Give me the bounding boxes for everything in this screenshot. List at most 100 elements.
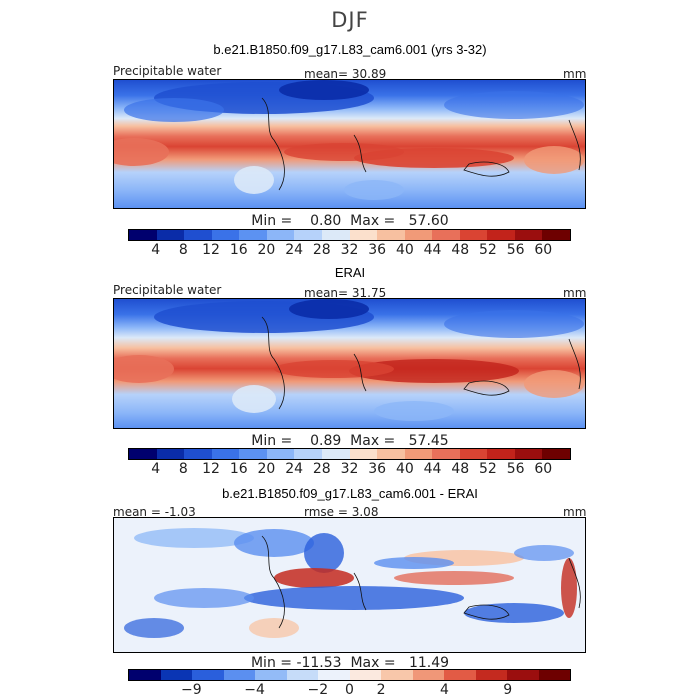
panel2-map-plot <box>114 299 585 428</box>
colorbar-tick-label: −9 <box>180 682 202 698</box>
colorbar-tick-label: 8 <box>178 461 188 477</box>
panel3-minmax: Min = -11.53 Max = 11.49 <box>250 655 450 671</box>
colorbar-swatch <box>349 449 378 459</box>
colorbar-tick-label: 36 <box>368 461 387 477</box>
panel1-minmax: Min = 0.80 Max = 57.60 <box>251 213 449 229</box>
colorbar-tick-label: 24 <box>285 242 304 258</box>
colorbar-swatch <box>432 449 460 459</box>
colorbar-swatch <box>514 230 543 240</box>
colorbar-tick-label: 48 <box>451 461 470 477</box>
colorbar-tick-label: 56 <box>506 242 525 258</box>
panel2-mean-label: mean= 31.75 <box>304 286 387 300</box>
colorbar-tick-label: 2 <box>376 682 386 698</box>
colorbar-swatch <box>129 670 161 680</box>
colorbar-tick-label: 16 <box>229 461 248 477</box>
colorbar-tick-label: 44 <box>423 461 442 477</box>
colorbar-tick-label: −2 <box>307 682 329 698</box>
colorbar-swatch <box>318 670 350 680</box>
colorbar-swatch <box>514 449 543 459</box>
colorbar-swatch <box>294 230 322 240</box>
colorbar-swatch <box>239 230 267 240</box>
colorbar-tick-label: 4 <box>151 242 161 258</box>
colorbar-swatch <box>404 230 433 240</box>
colorbar-tick-label: 28 <box>312 461 331 477</box>
panel2-units-label: mm <box>563 286 587 300</box>
colorbar-tick-label: 56 <box>506 461 525 477</box>
panel3-colorbar-ticks: −9 −4 −2 0 2 4 9 <box>128 682 571 698</box>
colorbar-swatch <box>381 670 413 680</box>
colorbar-swatch <box>266 230 295 240</box>
colorbar-tick-label: 52 <box>479 242 497 258</box>
colorbar-tick-label: 12 <box>202 242 220 258</box>
panel2-map <box>113 298 586 429</box>
colorbar-swatch <box>487 449 515 459</box>
panel3-title: b.e21.B1850.f09_g17.L83_cam6.001 - ERAI <box>222 486 478 501</box>
colorbar-tick-label: 4 <box>151 461 161 477</box>
colorbar-swatch <box>129 230 157 240</box>
panel1-title: b.e21.B1850.f09_g17.L83_cam6.001 (yrs 3-… <box>213 42 487 57</box>
panel2-minmax: Min = 0.89 Max = 57.45 <box>251 433 449 449</box>
colorbar-swatch <box>412 670 444 680</box>
season-title: DJF <box>331 8 369 32</box>
colorbar-tick-label: 60 <box>534 461 553 477</box>
colorbar-swatch <box>211 230 240 240</box>
colorbar-tick-label: 4 <box>439 682 449 698</box>
colorbar-tick-label: 0 <box>345 682 354 698</box>
colorbar-swatch <box>475 670 507 680</box>
colorbar-tick-label: 24 <box>285 461 304 477</box>
colorbar-tick-label: 9 <box>503 682 513 698</box>
colorbar-swatch <box>156 230 185 240</box>
colorbar-swatch <box>184 230 212 240</box>
colorbar-swatch <box>404 449 433 459</box>
colorbar-swatch <box>542 230 570 240</box>
colorbar-tick-label: 44 <box>423 242 442 258</box>
colorbar-swatch <box>223 670 255 680</box>
colorbar-swatch <box>538 670 570 680</box>
colorbar-swatch <box>129 449 157 459</box>
colorbar-swatch <box>184 449 212 459</box>
colorbar-tick-label: 8 <box>178 242 188 258</box>
panel3-map-plot <box>114 518 585 652</box>
colorbar-swatch <box>192 670 224 680</box>
panel1-map <box>113 79 586 209</box>
colorbar-tick-label: 28 <box>312 242 331 258</box>
colorbar-tick-label: −4 <box>244 682 265 698</box>
colorbar-swatch <box>321 449 350 459</box>
panel3-units-label: mm <box>563 505 587 519</box>
colorbar-swatch <box>432 230 460 240</box>
panel1-map-plot <box>114 80 585 208</box>
colorbar-swatch <box>156 449 185 459</box>
colorbar-swatch <box>444 670 476 680</box>
colorbar-swatch <box>286 670 318 680</box>
panel2-colorbar-ticks: 4 8 12 16 20 24 28 32 36 40 44 48 52 56 60 <box>128 461 571 477</box>
colorbar-swatch <box>266 449 295 459</box>
colorbar-tick-label: 16 <box>229 242 248 258</box>
panel3-mean-label: mean = -1.03 <box>113 505 196 519</box>
colorbar-swatch <box>487 230 515 240</box>
panel3-colorbar <box>128 669 571 681</box>
colorbar-tick-label: 20 <box>257 242 276 258</box>
colorbar-tick-label: 52 <box>479 461 497 477</box>
colorbar-tick-label: 40 <box>395 242 414 258</box>
colorbar-swatch <box>349 670 381 680</box>
colorbar-tick-label: 20 <box>257 461 276 477</box>
colorbar-tick-label: 12 <box>202 461 220 477</box>
colorbar-swatch <box>321 230 350 240</box>
panel1-field-label: Precipitable water <box>113 64 222 78</box>
colorbar-swatch <box>160 670 192 680</box>
colorbar-swatch <box>542 449 570 459</box>
colorbar-tick-label: 40 <box>395 461 414 477</box>
colorbar-swatch <box>459 449 488 459</box>
colorbar-swatch <box>255 670 287 680</box>
panel1-mean-label: mean= 30.89 <box>304 67 387 81</box>
colorbar-tick-label: 32 <box>340 461 359 477</box>
colorbar-swatch <box>211 449 240 459</box>
panel2-title: ERAI <box>334 265 366 280</box>
colorbar-swatch <box>459 230 488 240</box>
colorbar-swatch <box>294 449 322 459</box>
panel2-colorbar <box>128 448 571 460</box>
panel3-rmse-label: rmse = 3.08 <box>304 505 379 519</box>
colorbar-tick-label: 36 <box>368 242 387 258</box>
colorbar-swatch <box>377 230 405 240</box>
panel2-field-label: Precipitable water <box>113 283 222 297</box>
